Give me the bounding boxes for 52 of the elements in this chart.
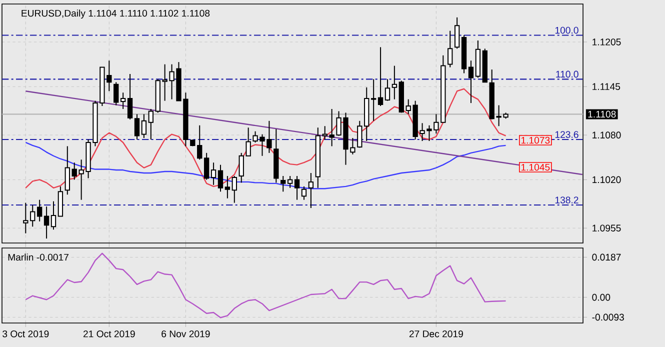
y-tick-label: 1.0955 bbox=[592, 224, 621, 232]
candlestick bbox=[120, 92, 126, 110]
candlestick bbox=[218, 164, 224, 192]
candlestick bbox=[36, 199, 42, 222]
candlestick bbox=[197, 124, 202, 160]
candlestick bbox=[232, 175, 237, 204]
candlestick bbox=[114, 82, 119, 106]
y-tick-label: 0.0187 bbox=[592, 254, 621, 261]
candlestick bbox=[468, 60, 474, 104]
candlestick bbox=[210, 162, 216, 186]
candlestick bbox=[454, 16, 460, 50]
annotation: 1.1045 bbox=[521, 164, 550, 171]
y-tick-label: 0.00 bbox=[592, 294, 610, 301]
candlestick bbox=[448, 30, 453, 68]
y-tick-label: 1.1205 bbox=[592, 38, 621, 46]
candlestick bbox=[301, 186, 307, 200]
annotation: 110.0 bbox=[556, 70, 578, 78]
candlestick bbox=[50, 200, 56, 230]
candlestick bbox=[148, 108, 154, 140]
x-tick-label: 6 Nov 2019 bbox=[162, 330, 210, 338]
candlestick bbox=[204, 152, 210, 180]
candlestick bbox=[308, 172, 314, 209]
x-tick-label: 27 Dec 2019 bbox=[409, 330, 463, 338]
candlestick bbox=[294, 175, 300, 200]
candlestick bbox=[127, 73, 133, 120]
y-tick-label: 1.1080 bbox=[592, 132, 621, 138]
x-tick-label: 21 Oct 2019 bbox=[83, 330, 135, 338]
candlestick bbox=[392, 65, 398, 100]
candlestick bbox=[64, 146, 70, 196]
candlestick bbox=[287, 175, 293, 188]
annotation: 138.2 bbox=[555, 196, 578, 204]
x-tick-label: 3 Oct 2019 bbox=[2, 330, 49, 338]
ref-line-label: 1.1108 bbox=[588, 110, 616, 118]
candlestick bbox=[23, 202, 28, 234]
y-tick-label: 1.1145 bbox=[592, 83, 620, 90]
candlestick bbox=[224, 175, 230, 199]
chart-title: Marlin -0.0017 bbox=[8, 254, 68, 261]
y-tick-label: 1.1020 bbox=[592, 176, 621, 184]
annotation: 123.6 bbox=[555, 131, 578, 138]
candlestick bbox=[134, 114, 140, 140]
candlestick bbox=[378, 46, 384, 106]
line-series bbox=[25, 90, 583, 176]
y-tick-label: -0.0093 bbox=[592, 314, 624, 321]
candlestick bbox=[141, 114, 147, 139]
candlestick bbox=[44, 206, 50, 240]
text: EURUSD,Daily 1.1104 1.1110 1.1102 1.1108 bbox=[22, 10, 210, 19]
annotation: 100.0 bbox=[555, 26, 578, 34]
candlestick bbox=[30, 204, 36, 228]
candlestick bbox=[280, 175, 286, 192]
annotation: 1.1073 bbox=[521, 136, 550, 144]
candlestick bbox=[370, 78, 376, 122]
candlestick bbox=[384, 78, 390, 102]
